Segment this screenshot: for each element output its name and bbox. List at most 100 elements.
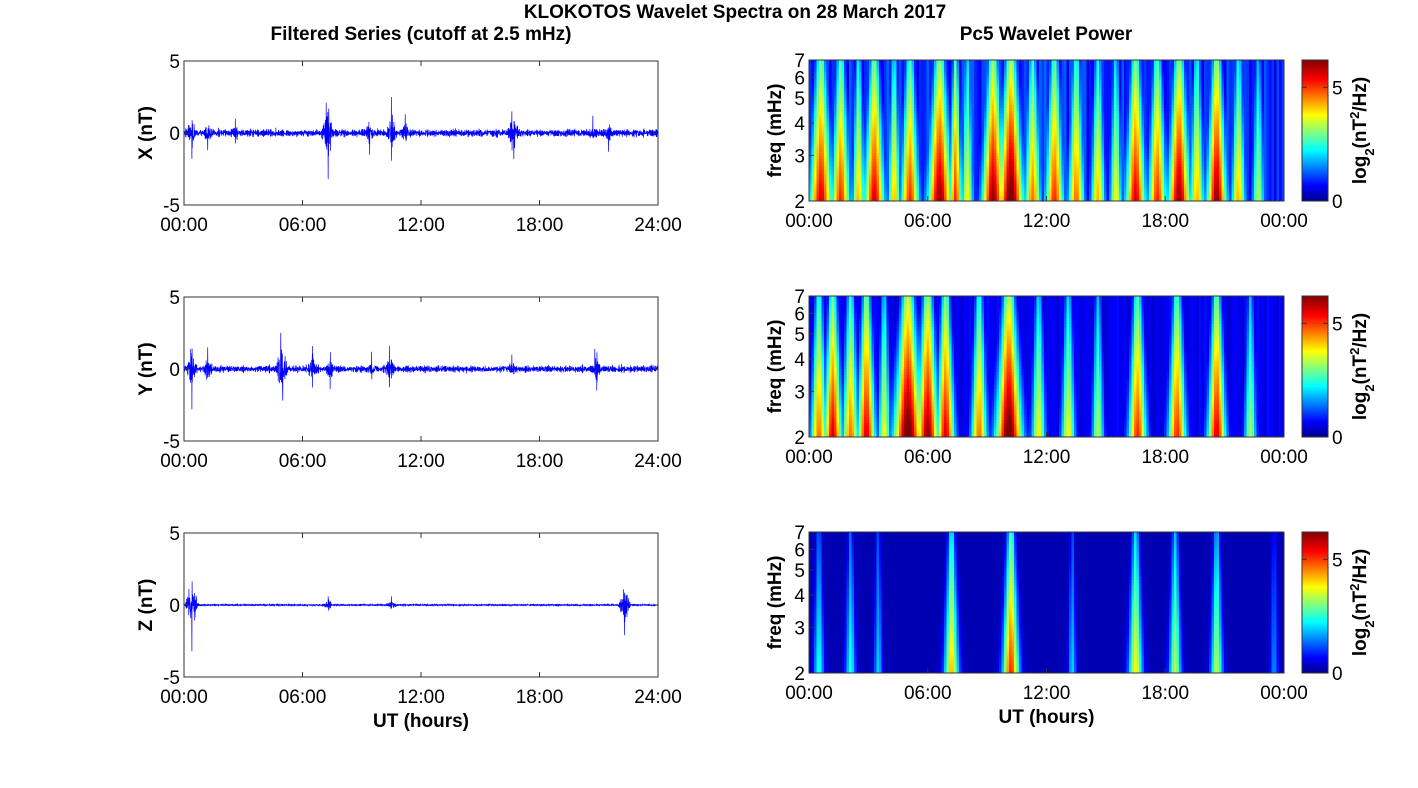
heatmap-cell	[1011, 68, 1015, 72]
heatmap-cell	[899, 71, 902, 75]
heatmap-cell	[956, 82, 960, 86]
heatmap-cell	[826, 189, 830, 193]
heatmap-cell	[864, 62, 867, 67]
heatmap-cell	[969, 96, 972, 100]
heatmap-cell	[1041, 184, 1045, 188]
heatmap-cell	[844, 184, 847, 188]
heatmap-cell	[824, 68, 827, 72]
heatmap-cell	[1001, 136, 1005, 140]
heatmap-cell	[1031, 122, 1035, 126]
heatmap-cell	[886, 102, 890, 106]
heatmap-cell	[951, 138, 955, 143]
heatmap-cell	[944, 91, 947, 95]
heatmap-cell	[816, 161, 820, 165]
heatmap-cell	[831, 178, 835, 182]
heatmap-cell	[831, 172, 835, 177]
heatmap-cell	[1031, 186, 1035, 191]
heatmap-cell	[954, 60, 957, 64]
heatmap-cell	[966, 113, 970, 117]
heatmap-cell	[914, 169, 917, 174]
heatmap-cell	[996, 158, 1000, 162]
heatmap-cell	[979, 195, 982, 199]
heatmap-cell	[1049, 85, 1052, 89]
heatmap-cell	[911, 158, 915, 162]
heatmap-cell	[841, 189, 845, 193]
heatmap-cell	[1041, 181, 1045, 185]
heatmap-cell	[1029, 107, 1032, 112]
heatmap-cell	[959, 136, 962, 140]
heatmap-cell	[984, 127, 987, 131]
heatmap-cell	[886, 79, 890, 83]
heatmap-cell	[1024, 147, 1027, 151]
heatmap-cell	[1004, 189, 1007, 193]
heatmap-cell	[956, 76, 960, 81]
heatmap-cell	[914, 150, 917, 154]
heatmap-cell	[954, 167, 957, 171]
heatmap-cell	[974, 113, 977, 117]
heatmap-cell	[894, 186, 897, 191]
heatmap-cell	[904, 65, 907, 69]
heatmap-cell	[979, 122, 982, 126]
heatmap-cell	[839, 167, 842, 171]
heatmap-cell	[821, 144, 825, 148]
heatmap-cell	[984, 85, 987, 89]
heatmap-cell	[1031, 62, 1035, 67]
heatmap-cell	[939, 127, 942, 131]
heatmap-cell	[1014, 192, 1017, 196]
heatmap-cell	[874, 105, 877, 109]
heatmap-cell	[1036, 153, 1040, 157]
heatmap-cell	[1046, 153, 1050, 157]
heatmap-cell	[931, 172, 935, 177]
heatmap-cell	[904, 130, 907, 134]
heatmap-cell	[896, 167, 900, 171]
heatmap-cell	[846, 71, 850, 75]
heatmap-cell	[829, 107, 832, 112]
heatmap-cell	[1014, 88, 1017, 92]
heatmap-cell	[974, 65, 977, 69]
heatmap-cell	[909, 122, 912, 126]
heatmap-cell	[894, 74, 897, 78]
heatmap-cell	[904, 192, 907, 196]
heatmap-cell	[811, 169, 815, 174]
heatmap-cell	[974, 167, 977, 171]
heatmap-cell	[844, 76, 847, 81]
heatmap-cell	[1019, 74, 1022, 78]
heatmap-cell	[971, 122, 975, 126]
heatmap-cell	[854, 99, 857, 103]
heatmap-cell	[909, 130, 912, 134]
heatmap-cell	[1001, 147, 1005, 151]
heatmap-cell	[904, 141, 907, 145]
heatmap-cell	[996, 186, 1000, 191]
heatmap-cell	[1009, 96, 1012, 100]
heatmap-cell	[1011, 133, 1015, 137]
heatmap-cell	[966, 138, 970, 143]
figure-title: KLOKOTOS Wavelet Spectra on 28 March 201…	[524, 2, 946, 23]
heatmap-cell	[884, 161, 887, 165]
heatmap-cell	[929, 102, 932, 106]
heatmap-cell	[946, 119, 950, 123]
heatmap-cell	[969, 184, 972, 188]
heatmap-cell	[976, 110, 980, 114]
heatmap-cell	[966, 68, 970, 72]
heatmap-cell	[819, 164, 822, 168]
heatmap-cell	[864, 116, 867, 120]
heatmap-cell	[981, 122, 985, 126]
heatmap-cell	[814, 71, 817, 75]
heatmap-cell	[881, 141, 885, 145]
heatmap-cell	[914, 195, 917, 199]
heatmap-cell	[844, 147, 847, 151]
heatmap-cell	[969, 113, 972, 117]
heatmap-cell	[854, 147, 857, 151]
heatmap-cell	[836, 79, 840, 83]
heatmap-cell	[911, 93, 915, 98]
heatmap-cell	[846, 105, 850, 109]
heatmap-cell	[809, 181, 812, 185]
heatmap-cell	[936, 107, 940, 112]
heatmap-cell	[899, 113, 902, 117]
heatmap-cell	[1004, 119, 1007, 123]
heatmap-cell	[1046, 88, 1050, 92]
heatmap-cell	[939, 150, 942, 154]
heatmap-cell	[939, 62, 942, 67]
heatmap-cell	[1019, 127, 1022, 131]
heatmap-cell	[919, 133, 922, 137]
